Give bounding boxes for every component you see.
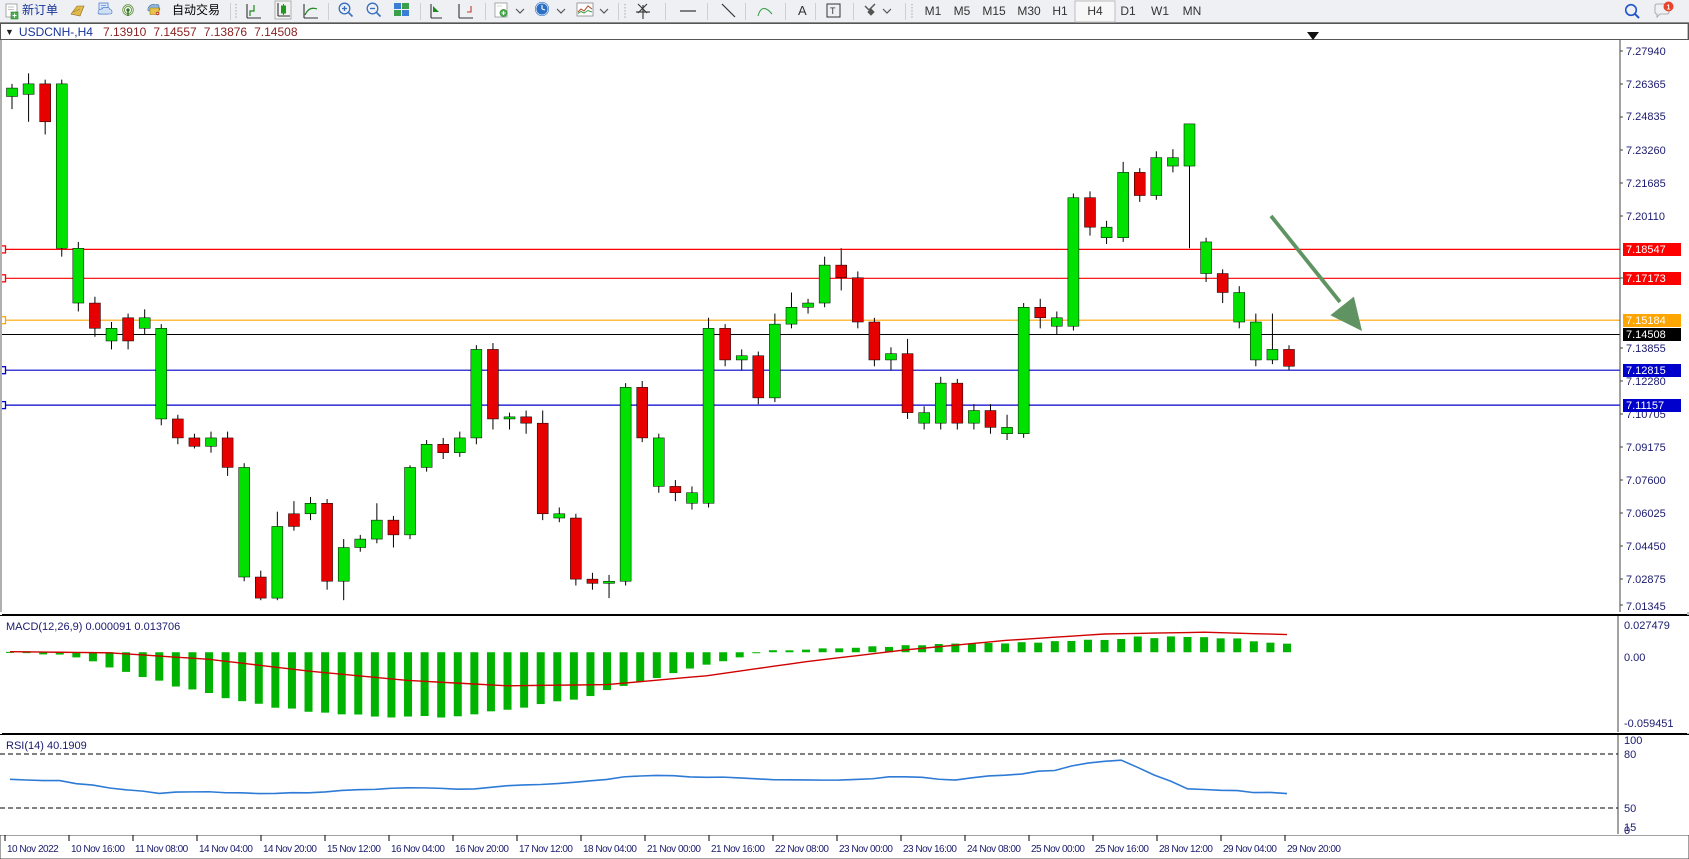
svg-text:29 Nov 20:00: 29 Nov 20:00: [1287, 844, 1341, 855]
svg-text:7.12815: 7.12815: [1626, 365, 1666, 377]
svg-text:7.06025: 7.06025: [1626, 508, 1666, 520]
svg-text:7.13855: 7.13855: [1626, 343, 1666, 355]
svg-text:22 Nov 08:00: 22 Nov 08:00: [775, 844, 829, 855]
svg-text:自动交易: 自动交易: [172, 2, 220, 17]
svg-text:14 Nov 04:00: 14 Nov 04:00: [199, 844, 253, 855]
svg-text:23 Nov 00:00: 23 Nov 00:00: [839, 844, 893, 855]
svg-text:M5: M5: [954, 4, 971, 18]
svg-text:7.12280: 7.12280: [1626, 376, 1666, 388]
svg-text:23 Nov 16:00: 23 Nov 16:00: [903, 844, 957, 855]
svg-text:0: 0: [1624, 825, 1630, 834]
svg-text:7.26365: 7.26365: [1626, 79, 1666, 91]
svg-text:MN: MN: [1183, 4, 1202, 18]
svg-text:28 Nov 12:00: 28 Nov 12:00: [1159, 844, 1213, 855]
svg-text:11 Nov 08:00: 11 Nov 08:00: [135, 844, 189, 855]
svg-text:0.027479: 0.027479: [1624, 620, 1670, 632]
svg-text:21 Nov 16:00: 21 Nov 16:00: [711, 844, 765, 855]
svg-text:17 Nov 12:00: 17 Nov 12:00: [519, 844, 573, 855]
svg-text:7.15184: 7.15184: [1626, 315, 1666, 327]
svg-text:100: 100: [1624, 735, 1642, 747]
svg-text:M15: M15: [982, 4, 1006, 18]
svg-text:16 Nov 20:00: 16 Nov 20:00: [455, 844, 509, 855]
svg-text:50: 50: [1624, 803, 1636, 815]
svg-text:10 Nov 16:00: 10 Nov 16:00: [71, 844, 125, 855]
svg-text:10 Nov 2022: 10 Nov 2022: [7, 844, 59, 855]
svg-text:RSI(14) 40.1909: RSI(14) 40.1909: [6, 740, 87, 752]
svg-text:M30: M30: [1017, 4, 1041, 18]
svg-text:7.07600: 7.07600: [1626, 475, 1666, 487]
svg-text:-0.059451: -0.059451: [1624, 718, 1674, 730]
svg-text:7.09175: 7.09175: [1626, 442, 1666, 454]
svg-text:25 Nov 00:00: 25 Nov 00:00: [1031, 844, 1085, 855]
svg-text:D1: D1: [1120, 4, 1136, 18]
svg-text:A: A: [798, 3, 807, 18]
svg-text:7.01345: 7.01345: [1626, 601, 1666, 612]
svg-text:24 Nov 08:00: 24 Nov 08:00: [967, 844, 1021, 855]
svg-text:7.23260: 7.23260: [1626, 145, 1666, 157]
svg-text:0.00: 0.00: [1624, 652, 1645, 664]
svg-text:1: 1: [1667, 4, 1671, 11]
svg-text:H1: H1: [1052, 4, 1068, 18]
svg-text:新订单: 新订单: [22, 2, 58, 17]
svg-text:MACD(12,26,9) 0.000091 0.01370: MACD(12,26,9) 0.000091 0.013706: [6, 621, 180, 633]
svg-text:7.27940: 7.27940: [1626, 46, 1666, 58]
svg-text:W1: W1: [1151, 4, 1169, 18]
svg-text:7.18547: 7.18547: [1626, 244, 1666, 256]
svg-text:H4: H4: [1087, 4, 1103, 18]
svg-text:7.21685: 7.21685: [1626, 178, 1666, 190]
svg-text:29 Nov 04:00: 29 Nov 04:00: [1223, 844, 1277, 855]
svg-text:14 Nov 20:00: 14 Nov 20:00: [263, 844, 317, 855]
svg-text:T: T: [830, 6, 836, 16]
svg-text:7.24835: 7.24835: [1626, 111, 1666, 123]
svg-text:M1: M1: [925, 4, 942, 18]
svg-text:21 Nov 00:00: 21 Nov 00:00: [647, 844, 701, 855]
svg-text:7.02875: 7.02875: [1626, 574, 1666, 586]
svg-text:25 Nov 16:00: 25 Nov 16:00: [1095, 844, 1149, 855]
svg-text:7.11157: 7.11157: [1626, 400, 1664, 412]
svg-text:18 Nov 04:00: 18 Nov 04:00: [583, 844, 637, 855]
svg-text:7.14508: 7.14508: [1626, 329, 1666, 341]
svg-text:80: 80: [1624, 749, 1636, 761]
svg-text:15 Nov 12:00: 15 Nov 12:00: [327, 844, 381, 855]
svg-text:7.04450: 7.04450: [1626, 541, 1666, 553]
svg-text:7.17173: 7.17173: [1626, 273, 1666, 285]
svg-text:7.20110: 7.20110: [1626, 211, 1665, 223]
svg-text:16 Nov 04:00: 16 Nov 04:00: [391, 844, 445, 855]
